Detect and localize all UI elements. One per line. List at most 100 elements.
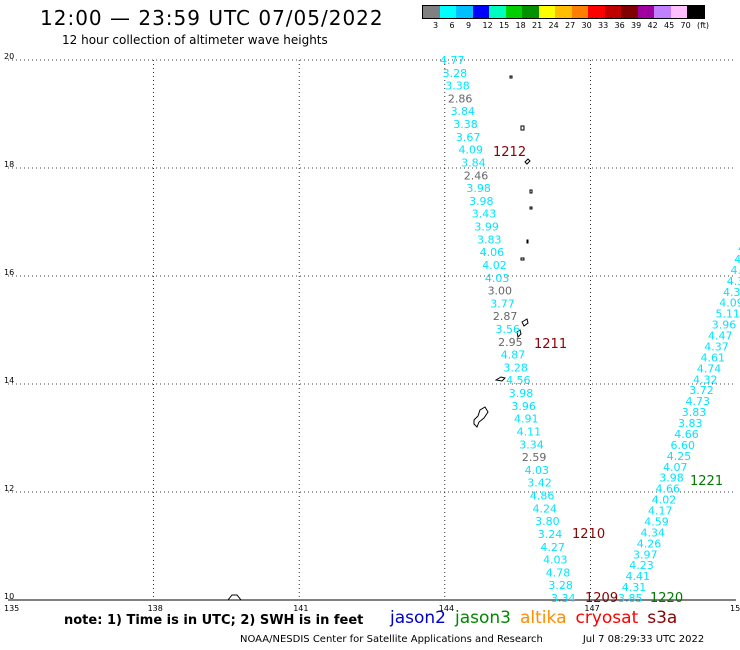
scale-label: 12 [482, 21, 493, 30]
island-outline [516, 329, 522, 339]
swh-value-track-west: 3.99 [474, 221, 499, 234]
swh-value-track-west: 3.34 [551, 592, 576, 605]
swh-value-track-east: 3.72 [689, 384, 714, 397]
swh-value-track-west: 4.09 [459, 144, 484, 157]
swh-value-track-east: 4.39 [723, 286, 740, 299]
page-title: 12:00 — 23:59 UTC 07/05/2022 [40, 6, 384, 30]
swh-value-track-east: 5.11 [716, 308, 740, 321]
altimeter-tracks: 4.773.283.382.863.843.383.674.093.842.46… [440, 54, 740, 606]
latitude-tick-label: 12 [4, 484, 14, 493]
swh-value-track-west: 3.38 [453, 118, 478, 131]
island-outline [520, 257, 525, 261]
scale-swatch [654, 6, 671, 18]
island-outline [226, 594, 243, 601]
island-outline [526, 239, 529, 244]
islands [226, 75, 533, 601]
track-time-label: 1210 [572, 527, 605, 542]
swh-value-track-west: 4.03 [485, 272, 510, 285]
swh-value-track-east: 4.32 [693, 373, 718, 386]
swh-value-track-east: 3.83 [682, 406, 707, 419]
island-outline [524, 158, 531, 165]
scale-label: 9 [466, 21, 472, 30]
island-outline [509, 75, 513, 79]
swh-value-track-east: 4.73 [686, 395, 711, 408]
island-outline [529, 189, 533, 194]
scale-label: 15 [499, 21, 510, 30]
swh-value-track-east: 3.97 [633, 548, 658, 561]
swh-value-track-east: 3.98 [659, 472, 684, 485]
swh-value-track-east: 3.83 [678, 417, 703, 430]
satellite-jason3: jason3 [455, 608, 511, 628]
satellite-legend: jason2 jason3 altika cryosat s3a [390, 608, 686, 628]
track-time-label: 1209 [585, 591, 618, 606]
swh-value-track-west: 4.78 [546, 566, 571, 579]
scale-swatch [522, 6, 539, 18]
longitude-tick-label: 144 [439, 604, 454, 613]
scale-swatch [505, 6, 522, 18]
swh-value-track-east: 4.37 [704, 340, 729, 353]
swh-value-track-west: 4.27 [540, 541, 565, 554]
swh-value-track-west: 3.28 [548, 579, 573, 592]
satellite-altika: altika [520, 608, 567, 628]
swh-value-track-west: 3.77 [490, 297, 515, 310]
map-axis-labels: 135138141144147150201816141210 [4, 52, 740, 613]
swh-value-track-west: 3.56 [496, 323, 521, 336]
satellite-s3a: s3a [647, 608, 678, 628]
swh-value-track-east: 4. [738, 242, 740, 255]
scale-label: 18 [515, 21, 526, 30]
swh-value-track-west: 3.28 [503, 361, 528, 374]
scale-swatch [687, 6, 704, 18]
scale-swatch [439, 6, 456, 18]
swh-value-track-east: 4.07 [663, 461, 688, 474]
island-outline [521, 318, 529, 327]
swh-value-track-east: 4.34 [641, 526, 666, 539]
track-time-label: 1220 [650, 591, 683, 606]
scale-swatch [588, 6, 605, 18]
swh-value-track-west: 2.87 [493, 310, 518, 323]
swh-value-track-west: 4.24 [533, 502, 558, 515]
scale-swatch [423, 6, 440, 18]
longitude-tick-label: 147 [584, 604, 599, 613]
swh-value-track-west: 4.77 [440, 54, 465, 67]
swh-value-track-west: 3.67 [456, 131, 481, 144]
map-gridlines [8, 59, 736, 601]
scale-label: 33 [598, 21, 609, 30]
swh-value-track-east: 4.3 [727, 275, 740, 288]
swh-value-track-east: 4.26 [637, 537, 662, 550]
latitude-tick-label: 14 [4, 376, 14, 385]
scale-swatch [456, 6, 473, 18]
swh-value-track-east: 4.02 [652, 494, 677, 507]
island-outline [473, 406, 489, 428]
swh-value-track-west: 4.91 [514, 413, 539, 426]
swh-value-track-east: 4.25 [667, 450, 692, 463]
swh-value-track-west: 3.83 [477, 233, 502, 246]
swh-value-track-west: 3.98 [466, 182, 491, 195]
swh-value-track-east: 4.23 [629, 559, 654, 572]
swh-value-track-west: 4.87 [501, 349, 526, 362]
longitude-tick-label: 150 [730, 604, 740, 613]
island-outline [529, 206, 533, 210]
swh-value-track-east: 4.17 [648, 505, 673, 518]
scale-swatch [621, 6, 638, 18]
swh-value-track-west: 3.38 [445, 80, 470, 93]
swh-value-track-east: 3.85 [618, 592, 643, 605]
longitude-tick-label: 141 [293, 604, 308, 613]
swh-value-track-west: 3.80 [535, 515, 560, 528]
swh-value-track-east: 4.09 [719, 297, 740, 310]
scale-label: 70 [680, 21, 691, 30]
swh-value-track-west: 3.42 [527, 477, 552, 490]
footer: NOAA/NESDIS Center for Satellite Applica… [240, 634, 740, 645]
island-outline [494, 376, 506, 382]
timestamp-text: Jul 7 08:29:33 UTC 2022 [582, 634, 705, 645]
swh-value-track-east: 4. [734, 253, 740, 266]
swh-value-track-west: 3.43 [472, 208, 497, 221]
scale-label: 21 [532, 21, 543, 30]
swh-value-track-east: 4.66 [656, 483, 681, 496]
swh-value-track-west: 4.03 [543, 554, 568, 567]
scale-swatch [538, 6, 555, 18]
swh-value-track-west: 4.02 [482, 259, 507, 272]
scale-swatch [571, 6, 588, 18]
track-time-label: 1221 [690, 474, 723, 489]
swh-value-track-west: 4.03 [525, 464, 550, 477]
